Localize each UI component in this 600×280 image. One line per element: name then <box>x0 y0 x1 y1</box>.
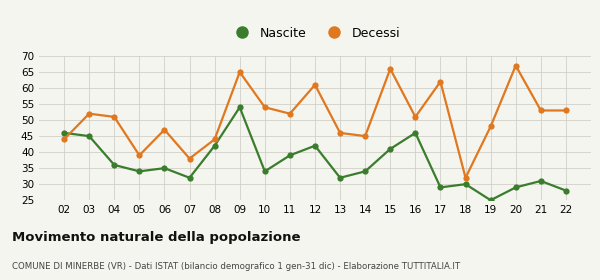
Decessi <box>261 106 268 109</box>
Decessi <box>537 109 544 112</box>
Nascite <box>61 131 68 135</box>
Nascite <box>412 131 419 135</box>
Line: Nascite: Nascite <box>61 104 569 203</box>
Decessi <box>362 134 369 138</box>
Nascite <box>161 167 168 170</box>
Decessi <box>337 131 344 135</box>
Decessi <box>562 109 569 112</box>
Nascite <box>437 186 444 189</box>
Nascite <box>286 154 293 157</box>
Nascite <box>110 163 118 167</box>
Nascite <box>562 189 569 192</box>
Text: COMUNE DI MINERBE (VR) - Dati ISTAT (bilancio demografico 1 gen-31 dic) - Elabor: COMUNE DI MINERBE (VR) - Dati ISTAT (bil… <box>12 262 460 271</box>
Nascite <box>512 186 520 189</box>
Text: Movimento naturale della popolazione: Movimento naturale della popolazione <box>12 231 301 244</box>
Decessi <box>412 115 419 118</box>
Decessi <box>110 115 118 118</box>
Decessi <box>512 64 520 67</box>
Legend: Nascite, Decessi: Nascite, Decessi <box>225 22 405 45</box>
Nascite <box>311 144 319 147</box>
Nascite <box>537 179 544 183</box>
Decessi <box>136 154 143 157</box>
Nascite <box>487 199 494 202</box>
Nascite <box>211 144 218 147</box>
Nascite <box>462 183 469 186</box>
Decessi <box>462 176 469 179</box>
Nascite <box>362 170 369 173</box>
Decessi <box>161 128 168 131</box>
Nascite <box>386 147 394 151</box>
Decessi <box>236 70 244 74</box>
Decessi <box>86 112 93 115</box>
Line: Decessi: Decessi <box>61 62 569 181</box>
Nascite <box>186 176 193 179</box>
Nascite <box>86 134 93 138</box>
Decessi <box>211 138 218 141</box>
Decessi <box>61 138 68 141</box>
Decessi <box>311 83 319 87</box>
Decessi <box>487 125 494 128</box>
Nascite <box>136 170 143 173</box>
Nascite <box>261 170 268 173</box>
Nascite <box>337 176 344 179</box>
Decessi <box>437 80 444 83</box>
Decessi <box>386 67 394 71</box>
Decessi <box>286 112 293 115</box>
Decessi <box>186 157 193 160</box>
Nascite <box>236 106 244 109</box>
